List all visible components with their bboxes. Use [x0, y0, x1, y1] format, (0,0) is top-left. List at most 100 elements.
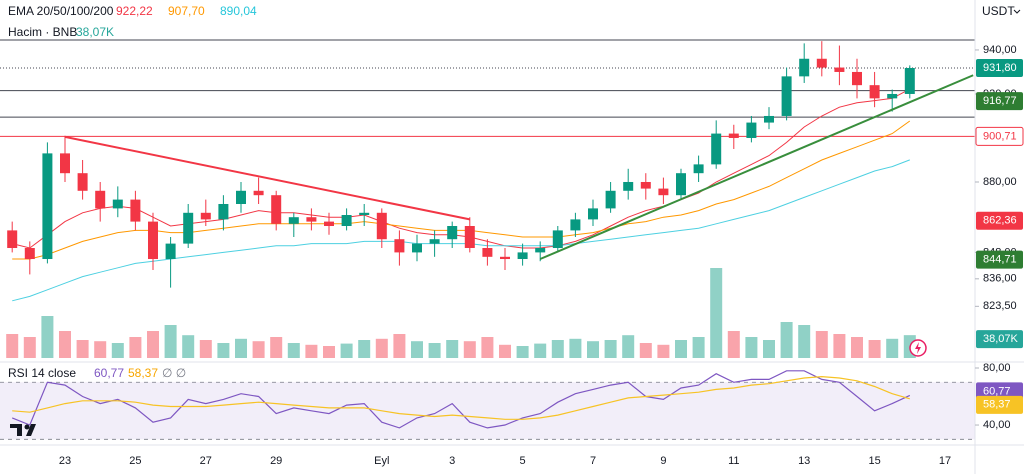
- volume-bar: [569, 338, 582, 358]
- x-tick-label: 17: [939, 455, 951, 467]
- volume-bar: [129, 337, 142, 358]
- price-badge-label: 38,07K: [983, 333, 1019, 345]
- trendline: [64, 135, 470, 221]
- y-tick-label: 940,00: [983, 44, 1017, 56]
- candle-body: [781, 76, 792, 116]
- volume-bar: [94, 341, 107, 358]
- price-badge: [976, 211, 1023, 230]
- candle-body: [852, 71, 862, 86]
- volume-bar: [305, 344, 318, 358]
- candle-body: [904, 67, 915, 94]
- candle-body: [658, 188, 669, 196]
- candle-body: [7, 230, 18, 249]
- volume-bar: [393, 334, 406, 358]
- volume-bar: [23, 337, 36, 358]
- volume-bar: [639, 343, 652, 358]
- volume-bar: [411, 341, 423, 358]
- candle-body: [324, 221, 334, 227]
- alert-icon[interactable]: [909, 339, 927, 357]
- candle-body: [200, 212, 211, 220]
- volume-bar: [199, 340, 212, 358]
- plot: [0, 39, 975, 440]
- alert-bolt[interactable]: [915, 342, 921, 354]
- volume-bar: [675, 340, 687, 358]
- x-tick-label: 25: [129, 455, 141, 467]
- candle-body: [236, 190, 246, 204]
- volume-bar: [692, 337, 705, 358]
- volume-bar: [252, 341, 265, 358]
- y-tick-label: 823,50: [983, 300, 1017, 312]
- candle-body: [693, 164, 704, 174]
- candle-body: [288, 217, 299, 224]
- volume-bar: [340, 343, 353, 358]
- x-tick-label: 3: [449, 455, 455, 467]
- candle-body: [165, 243, 176, 260]
- volume-bar: [111, 343, 124, 358]
- x-tick-label: 23: [59, 455, 71, 467]
- candle-body: [500, 256, 510, 260]
- candle-body: [640, 181, 651, 189]
- candle-body: [728, 133, 739, 138]
- candle-body: [464, 226, 475, 249]
- volume-bar: [375, 338, 388, 358]
- x-tick-label: 27: [200, 455, 212, 467]
- y-tick-label: 80,00: [983, 362, 1011, 374]
- currency-chevron[interactable]: [1013, 9, 1021, 14]
- ema50-value: 907,70: [168, 4, 205, 18]
- candle-body: [253, 190, 264, 196]
- candle-body: [570, 219, 581, 231]
- candle-body: [869, 85, 880, 99]
- price-badge-label: 58,37: [983, 399, 1011, 411]
- y-tick-label: 880,00: [983, 176, 1017, 188]
- price-badge-label: 60,77: [983, 385, 1011, 397]
- trendline: [539, 74, 974, 260]
- logo-part: [10, 424, 22, 436]
- candle-body: [218, 203, 229, 220]
- candle-body: [623, 181, 634, 191]
- candle-body: [271, 195, 282, 224]
- ema20-value: 922,22: [116, 4, 153, 18]
- volume-bar: [727, 331, 740, 358]
- price-badge: [976, 330, 1023, 349]
- volume-bar: [798, 325, 811, 358]
- candle-body: [60, 153, 70, 174]
- logo-part: [24, 424, 30, 430]
- volume-bar: [6, 334, 19, 358]
- candle-body: [95, 190, 106, 209]
- volume-bar: [358, 340, 371, 358]
- rsi-line: [12, 375, 910, 420]
- candle-body: [130, 199, 141, 222]
- candle-body: [746, 122, 757, 138]
- candle-body: [42, 153, 53, 260]
- candle-body: [535, 248, 546, 253]
- volume-bar: [323, 346, 335, 358]
- volume-bar: [428, 343, 441, 358]
- volume-bar: [657, 344, 670, 358]
- candle-body: [112, 199, 123, 209]
- price-badge-label: 844,71: [983, 254, 1017, 266]
- currency[interactable]: USDT: [982, 4, 1015, 18]
- price-badge: [975, 126, 1024, 146]
- volume-bar: [516, 346, 529, 358]
- volume-bar: [76, 340, 89, 358]
- volume-bar: [534, 343, 547, 358]
- y-tick-label: 40,00: [983, 419, 1011, 431]
- ema-line: [12, 159, 910, 302]
- volume-bar: [287, 343, 300, 358]
- candle-body: [588, 208, 598, 220]
- candle-body: [605, 190, 616, 209]
- volume-bar: [463, 341, 476, 358]
- candle-body: [77, 173, 88, 191]
- rsi-ma-value: 58,37: [128, 366, 158, 380]
- price-badge: [976, 58, 1023, 77]
- x-tick-label: 29: [270, 455, 282, 467]
- price-badge-label: 931,80: [983, 62, 1017, 74]
- volume-bar: [780, 322, 793, 358]
- volume-bar: [481, 337, 494, 358]
- candle-body: [183, 212, 194, 244]
- logo-part: [26, 424, 36, 436]
- volume-bar: [833, 334, 846, 358]
- volume-bar: [270, 337, 283, 358]
- volume-bar: [182, 335, 195, 358]
